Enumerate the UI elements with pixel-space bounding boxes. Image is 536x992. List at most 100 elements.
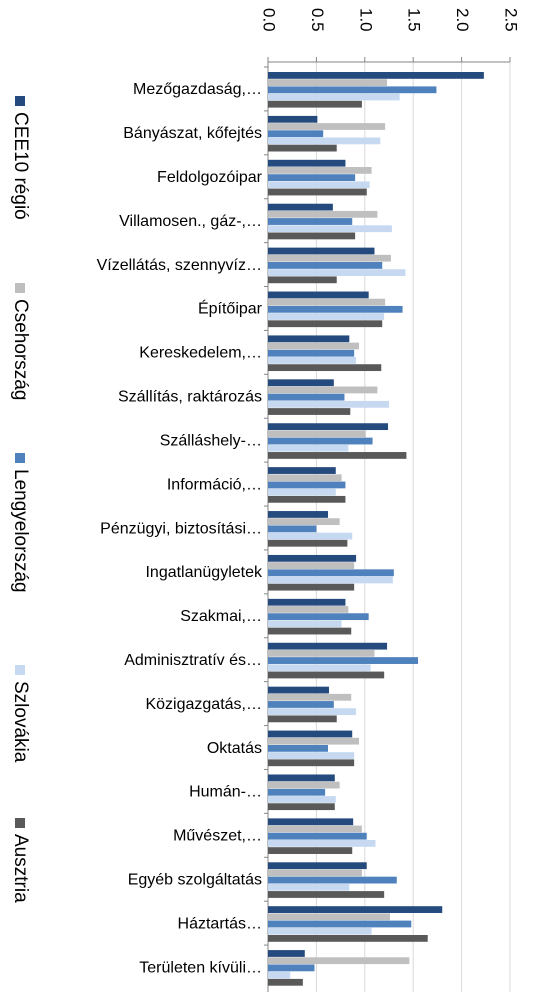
y-tick-label: Kereskedelem,… [139, 345, 262, 362]
bar [268, 876, 397, 884]
bar [268, 452, 407, 459]
y-tick-label: Mezőgazdaság,… [133, 81, 262, 98]
y-tick-label: Pénzügyi, biztosítási… [100, 520, 262, 537]
bar [268, 335, 350, 343]
bar [268, 620, 342, 628]
x-tick-label: 2.0 [453, 8, 472, 32]
bar [268, 481, 346, 489]
legend-label: Ausztria [10, 834, 31, 903]
y-tick-label: Területen kívüli… [139, 959, 262, 976]
legend-item: Csehország [10, 283, 31, 400]
y-tick-label: Villamosen., gáz-,… [119, 213, 262, 230]
bar [268, 869, 362, 877]
bar [268, 357, 357, 364]
bar [268, 862, 367, 870]
bar [268, 511, 329, 518]
bar [268, 554, 357, 562]
bar [268, 803, 335, 811]
bar [268, 708, 357, 716]
bar [268, 495, 346, 503]
bar [268, 664, 371, 672]
x-tick-label: 1.0 [356, 8, 375, 32]
bar [268, 796, 336, 803]
bar [268, 642, 388, 650]
bar [268, 730, 353, 738]
y-tick-label: Oktatás [207, 740, 262, 757]
y-tick-label: Humán-… [189, 784, 262, 801]
bar [268, 978, 303, 986]
bar [268, 408, 351, 415]
bar [268, 262, 383, 269]
bar [268, 115, 318, 123]
legend-swatch [15, 665, 25, 675]
bar [268, 400, 389, 408]
bar [268, 781, 340, 789]
bar [268, 467, 336, 474]
legend-swatch [15, 453, 25, 463]
bar [268, 818, 354, 826]
legend-item: Lengyelország [10, 453, 31, 593]
y-tick-label: Vízellátás, szennyvíz… [97, 257, 262, 274]
bar [268, 657, 419, 664]
bar [268, 715, 337, 723]
bar [268, 488, 336, 496]
legend-swatch [15, 96, 25, 106]
bar [268, 583, 355, 591]
bar [268, 305, 403, 313]
bar [268, 393, 345, 401]
bar [268, 744, 329, 752]
bar [268, 423, 389, 431]
bar [268, 210, 378, 218]
y-tick-label: Háztartás… [178, 915, 262, 932]
bar [268, 254, 391, 262]
bar [268, 320, 383, 328]
legend-item: Ausztria [10, 818, 31, 903]
bar [268, 957, 410, 965]
bar [268, 525, 317, 533]
bar [268, 913, 390, 921]
bar [268, 269, 406, 277]
bar [268, 159, 346, 167]
y-tick-label: Szálláshely-… [160, 432, 262, 449]
bar [268, 839, 376, 847]
y-tick-label: Szállítás, raktározás [118, 389, 262, 406]
bar [268, 444, 349, 452]
y-tick-label: Egyéb szolgáltatás [128, 872, 262, 889]
y-tick-label: Építőipar [198, 299, 263, 318]
bar [268, 686, 329, 694]
bar [268, 86, 437, 94]
bar [268, 569, 394, 577]
bar [268, 701, 334, 708]
legend-item: Szlovákia [10, 665, 31, 763]
bar [268, 137, 381, 145]
y-tick-label: Ingatlanügyletek [145, 564, 263, 581]
x-tick-label: 2.5 [502, 8, 521, 32]
x-tick-label: 0.5 [308, 8, 327, 32]
bar [268, 349, 355, 357]
bar [268, 100, 362, 108]
bar [268, 232, 356, 240]
bar [268, 649, 375, 657]
y-tick-label: Közigazgatás,… [145, 696, 262, 713]
bar [268, 693, 352, 701]
bar [268, 93, 400, 101]
legend-label: CEE10 régió [10, 112, 31, 220]
bar [268, 562, 355, 569]
y-tick-label: Feldolgozóipar [157, 169, 263, 186]
legend-item: CEE10 régió [10, 96, 31, 220]
bar [268, 906, 443, 913]
bar [268, 964, 315, 972]
bar [268, 737, 359, 745]
bar [268, 364, 382, 372]
bar [268, 474, 342, 482]
bar [268, 627, 352, 635]
bar [268, 576, 393, 584]
bar [268, 934, 428, 942]
y-tick-label: Művészet,… [173, 828, 262, 845]
bar [268, 752, 355, 759]
bar [268, 174, 356, 182]
legend-label: Szlovákia [10, 681, 31, 763]
bar [268, 167, 372, 174]
bar [268, 671, 385, 679]
